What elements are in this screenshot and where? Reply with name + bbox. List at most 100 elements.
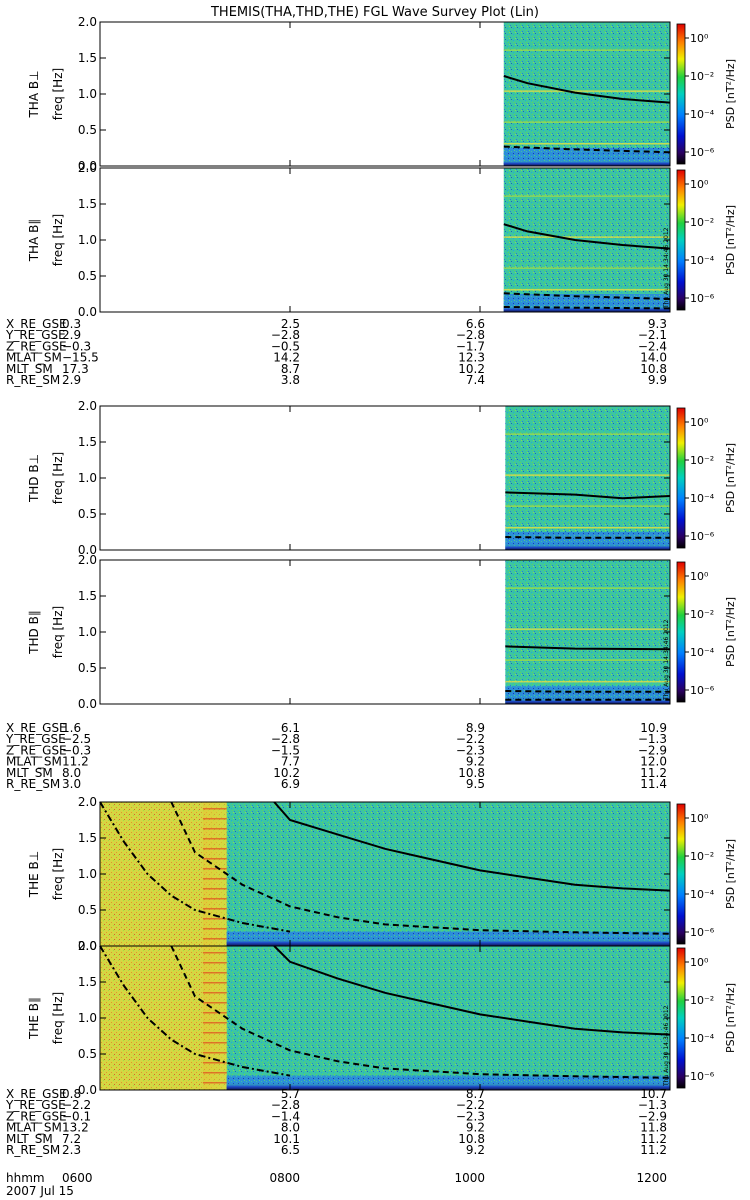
orbit-row-label: Y_RE_GSE: [5, 1098, 66, 1112]
orbit-row-label: MLAT_SM: [6, 1121, 62, 1135]
harmonic-band: [202, 972, 227, 974]
orbit-value: −0.5: [271, 339, 300, 353]
orbit-value: 0.8: [62, 1087, 81, 1101]
colorbar-tick-label: 10⁻⁴: [690, 254, 715, 267]
colorbar-tick-label: 10⁰: [690, 570, 709, 583]
y-tick-label: 0.5: [78, 903, 97, 917]
y-tick-label: 1.5: [78, 589, 97, 603]
orbit-value: −2.8: [456, 328, 485, 342]
orbit-value: 8.7: [466, 1087, 485, 1101]
orbit-value: 6.5: [281, 1143, 300, 1157]
frequency-line: [99, 945, 291, 1077]
harmonic-band: [505, 659, 670, 661]
timestamp: Thu Aug 30 14:34:46 2012: [663, 619, 670, 701]
colorbar-tick-label: 10⁻⁶: [690, 292, 715, 305]
orbit-value: 10.2: [273, 766, 300, 780]
orbit-value: 11.2: [640, 1143, 667, 1157]
orbit-row-label: MLAT_SM: [6, 351, 62, 365]
frequency-line: [503, 145, 671, 154]
low-frequency-band: [505, 544, 670, 550]
harmonic-band: [202, 1042, 227, 1044]
spectrogram-panel: 0.0 0.5 1.0 1.5 2.0 THA B⊥ freq [Hz] 10⁰ 10⁻² 10⁻…: [27, 15, 737, 173]
low-frequency-band: [505, 698, 670, 704]
frequency-line: [503, 223, 671, 250]
figure-title: THEMIS(THA,THD,THE) FGL Wave Survey Plot…: [210, 5, 539, 20]
y-tick-label: 1.0: [78, 471, 97, 485]
colorbar-tick-label: 10⁻²: [690, 994, 714, 1007]
colorbar-tick-label: 10⁻⁶: [690, 926, 715, 939]
low-frequency-band: [226, 1082, 670, 1090]
frequency-line: [273, 945, 671, 1036]
harmonic-band: [202, 1052, 227, 1054]
harmonic-band: [202, 982, 227, 984]
harmonic-band: [505, 526, 670, 529]
orbit-value: 6.9: [281, 777, 300, 791]
orbit-value: −2.5: [62, 732, 91, 746]
orbit-value: 14.0: [640, 351, 667, 365]
colorbar-tick-label: 10⁻⁴: [690, 888, 715, 901]
frequency-line: [505, 645, 671, 651]
orbit-row-label: Y_RE_GSE: [5, 328, 66, 342]
orbit-value: 2.5: [281, 317, 300, 331]
y-tick-label: 2.0: [78, 15, 97, 29]
harmonic-band: [503, 195, 670, 197]
orbit-row-label: Z_RE_GSE: [6, 743, 67, 757]
harmonic-band: [505, 505, 670, 507]
harmonic-band: [505, 433, 670, 435]
harmonic-band: [202, 898, 227, 900]
colorbar-tick-label: 10⁰: [690, 178, 709, 191]
frequency-line: [503, 306, 671, 310]
orbit-value: −15.5: [62, 351, 99, 365]
harmonic-band: [503, 267, 670, 269]
colorbar-tick-label: 10⁰: [690, 416, 709, 429]
harmonic-band: [202, 808, 227, 810]
panel-label: THE B∥: [27, 997, 41, 1040]
harmonic-band: [505, 680, 670, 683]
orbit-value: −2.1: [638, 328, 667, 342]
orbit-value: 2.9: [62, 373, 81, 387]
orbit-value: −2.4: [638, 339, 667, 353]
colorbar-tick-label: 10⁻⁴: [690, 492, 715, 505]
colorbar-tick-label: 10⁻⁴: [690, 108, 715, 121]
orbit-value: −1.4: [271, 1109, 300, 1123]
harmonic-band: [202, 952, 227, 954]
harmonic-band: [505, 628, 670, 630]
harmonic-band: [202, 838, 227, 840]
orbit-value: 11.4: [640, 777, 667, 791]
colorbar-tick-label: 10⁻²: [690, 850, 714, 863]
orbit-value: 5.7: [281, 1087, 300, 1101]
orbit-value: 9.3: [648, 317, 667, 331]
orbit-value: 9.2: [466, 1143, 485, 1157]
spectrogram-panel: 0.0 0.5 1.0 1.5 2.0 THD B⊥ freq [Hz] 10⁰ 10⁻² 10⁻…: [27, 399, 737, 557]
colorbar-tick-label: 10⁻⁴: [690, 646, 715, 659]
orbit-value: −2.2: [456, 732, 485, 746]
orbit-value: 9.5: [466, 777, 485, 791]
y-axis-label: freq [Hz]: [51, 992, 65, 1044]
y-tick-label: 1.0: [78, 87, 97, 101]
orbit-value: 6.1: [281, 721, 300, 735]
harmonic-band: [503, 142, 670, 145]
y-axis-label: freq [Hz]: [51, 848, 65, 900]
low-frequency-band: [503, 160, 670, 166]
orbit-row-label: Z_RE_GSE: [6, 1109, 67, 1123]
orbit-value: 6.6: [466, 317, 485, 331]
orbit-value: 9.2: [466, 755, 485, 769]
colorbar: [676, 561, 686, 703]
orbit-value: −2.8: [271, 328, 300, 342]
high-power-region: [202, 802, 227, 946]
harmonic-band: [503, 121, 670, 123]
y-tick-label: 0.5: [78, 661, 97, 675]
harmonic-band: [202, 868, 227, 870]
y-tick-label: 0.5: [78, 507, 97, 521]
orbit-value: 11.2: [640, 766, 667, 780]
orbit-value: −0.3: [62, 339, 91, 353]
orbit-value: −0.1: [62, 1109, 91, 1123]
low-frequency-band: [226, 938, 670, 946]
low-frequency-band: [503, 306, 670, 312]
colorbar-tick-label: 10⁰: [690, 32, 709, 45]
orbit-value: 10.7: [640, 1087, 667, 1101]
high-power-region: [202, 946, 227, 1090]
